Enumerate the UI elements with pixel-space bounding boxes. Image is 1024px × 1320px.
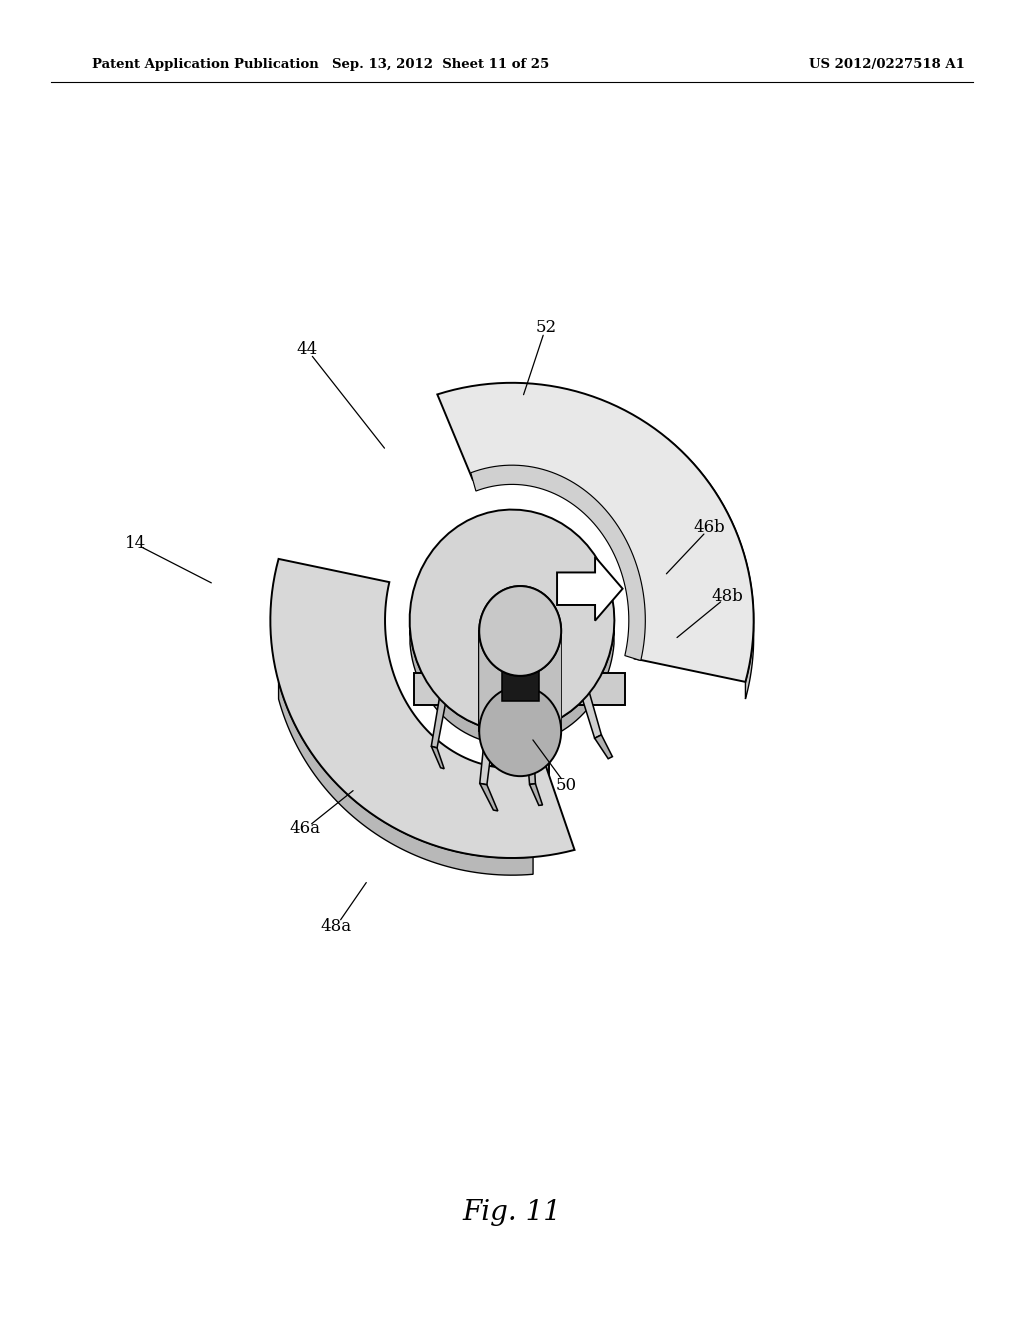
Text: 50: 50 bbox=[556, 777, 577, 793]
Text: 46a: 46a bbox=[290, 821, 321, 837]
Text: 48b: 48b bbox=[711, 589, 743, 605]
Ellipse shape bbox=[479, 686, 561, 776]
Polygon shape bbox=[529, 784, 543, 805]
Text: Patent Application Publication: Patent Application Publication bbox=[92, 58, 318, 71]
Text: Sep. 13, 2012  Sheet 11 of 25: Sep. 13, 2012 Sheet 11 of 25 bbox=[332, 58, 549, 71]
Text: US 2012/0227518 A1: US 2012/0227518 A1 bbox=[809, 58, 965, 71]
Polygon shape bbox=[410, 630, 614, 744]
Polygon shape bbox=[270, 558, 574, 858]
Polygon shape bbox=[414, 673, 625, 705]
Polygon shape bbox=[480, 711, 496, 785]
Text: 14: 14 bbox=[125, 536, 145, 552]
Polygon shape bbox=[524, 721, 536, 784]
Polygon shape bbox=[471, 465, 645, 660]
Polygon shape bbox=[279, 682, 534, 875]
Polygon shape bbox=[479, 586, 561, 731]
Text: 52: 52 bbox=[536, 319, 556, 335]
Polygon shape bbox=[573, 665, 601, 738]
Polygon shape bbox=[437, 383, 754, 682]
Polygon shape bbox=[595, 735, 612, 759]
Ellipse shape bbox=[479, 586, 561, 676]
Text: 44: 44 bbox=[297, 342, 317, 358]
Text: 46b: 46b bbox=[693, 520, 726, 536]
Polygon shape bbox=[557, 557, 623, 620]
Polygon shape bbox=[480, 783, 498, 810]
Polygon shape bbox=[410, 510, 614, 731]
Text: Fig. 11: Fig. 11 bbox=[463, 1199, 561, 1225]
Ellipse shape bbox=[479, 586, 561, 676]
Text: 48a: 48a bbox=[321, 919, 351, 935]
Polygon shape bbox=[431, 677, 451, 748]
Polygon shape bbox=[668, 438, 754, 700]
Polygon shape bbox=[483, 660, 492, 673]
Bar bbox=[502, 645, 539, 701]
Polygon shape bbox=[431, 746, 444, 768]
Polygon shape bbox=[492, 652, 549, 784]
